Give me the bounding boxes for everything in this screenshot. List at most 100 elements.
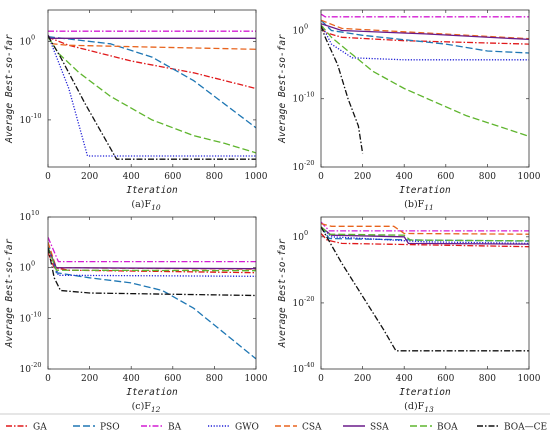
x-tick-label: 0: [45, 172, 51, 182]
y-tick-exponent: 0: [31, 33, 35, 41]
x-tick-label: 400: [123, 374, 140, 384]
series-line-pso: [321, 19, 529, 54]
y-tick-label: 10: [293, 95, 305, 105]
subplot-caption: (a)F10: [131, 199, 160, 212]
legend-label: GWO: [235, 423, 259, 433]
legend-entry: GWO: [208, 423, 259, 433]
y-tick-exponent: -40: [304, 361, 314, 369]
legend-entry: GA: [6, 423, 47, 433]
x-tick-label: 800: [206, 172, 223, 182]
x-tick-label: 1000: [518, 374, 541, 384]
legend-entry: PSO: [73, 423, 120, 433]
legend-entry: SSA: [343, 423, 389, 433]
y-tick-label: 10: [20, 116, 32, 126]
y-axis-label: Average Best-so-far: [277, 34, 288, 144]
series-line-boa: [321, 24, 529, 137]
legend-entry: BA: [141, 423, 182, 433]
plot-frame: [320, 9, 530, 168]
x-tick-label: 600: [437, 172, 454, 182]
series-line-ga: [48, 36, 256, 90]
series-line-gwo: [321, 226, 529, 245]
series-line-csa: [321, 19, 529, 40]
series-line-boa-ce: [48, 247, 256, 297]
series-line-ssa: [321, 226, 529, 245]
y-tick-exponent: -10: [31, 310, 41, 318]
series-line-ba: [321, 13, 529, 18]
series-line-boa: [321, 226, 529, 242]
series-line-gwo: [321, 23, 529, 61]
x-tick-label: 200: [81, 172, 98, 182]
x-tick-label: 0: [318, 374, 324, 384]
y-tick-label: 10: [293, 365, 305, 375]
series-line-pso: [48, 36, 256, 129]
plot-frame: [320, 216, 530, 370]
x-tick-label: 600: [164, 172, 181, 182]
legend-label: PSO: [100, 423, 120, 433]
y-axis-label: Average Best-so-far: [4, 34, 15, 144]
legend-label: SSA: [370, 423, 389, 433]
series-line-ssa: [48, 34, 256, 39]
series-line-ga: [321, 26, 529, 45]
legend-label: BOA: [437, 423, 458, 433]
y-axis-label: Average Best-so-far: [4, 238, 15, 348]
y-tick-exponent: -20: [304, 295, 314, 303]
subplot-caption: (d)F13: [404, 401, 434, 414]
y-tick-label: 10: [20, 365, 32, 375]
x-tick-label: 200: [354, 374, 371, 384]
series-line-boa-ce: [48, 35, 256, 160]
series-line-boa: [48, 36, 256, 154]
x-tick-label: 0: [318, 172, 324, 182]
series-line-csa: [48, 34, 256, 50]
series-line-boa-ce: [321, 226, 529, 352]
subplot-caption: (c)F12: [132, 401, 161, 414]
y-tick-label: 10: [293, 163, 305, 173]
x-tick-label: 800: [479, 172, 496, 182]
y-tick-label: 10: [20, 264, 32, 274]
series-line-csa: [321, 222, 529, 235]
plot-frame: [47, 9, 257, 168]
x-tick-label: 1000: [518, 172, 541, 182]
x-tick-label: 200: [354, 172, 371, 182]
series-line-ga: [321, 233, 529, 248]
x-tick-label: 0: [45, 374, 51, 384]
x-tick-label: 800: [479, 374, 496, 384]
plot-frame: [47, 216, 257, 370]
x-tick-label: 400: [396, 172, 413, 182]
y-tick-exponent: -10: [31, 112, 41, 120]
y-axis-label: Average Best-so-far: [277, 238, 288, 348]
x-tick-label: 600: [437, 374, 454, 384]
y-tick-exponent: 10: [31, 209, 39, 217]
series-line-boa: [48, 247, 256, 272]
series-line-ssa: [321, 23, 529, 41]
x-tick-label: 400: [396, 374, 413, 384]
y-tick-exponent: -10: [304, 91, 314, 99]
series-line-gwo: [48, 34, 256, 157]
y-tick-label: 10: [20, 37, 32, 47]
series-line-ssa: [48, 247, 256, 270]
x-tick-label: 800: [206, 374, 223, 384]
x-axis-label: Iteration: [126, 387, 178, 398]
series-line-ga: [48, 252, 256, 274]
y-tick-label: 10: [293, 299, 305, 309]
subplot-caption: (b)F11: [404, 199, 434, 212]
legend-label: GA: [33, 423, 47, 433]
series-line-ba: [48, 237, 256, 263]
series-line-boa-ce: [321, 25, 364, 154]
legend: GA PSO BA GWO CSA SSA BOA BOA—CE: [0, 413, 550, 433]
x-tick-label: 200: [81, 374, 98, 384]
series-line-pso: [48, 242, 256, 360]
x-axis-label: Iteration: [399, 387, 451, 398]
legend-label: BOA—CE: [504, 423, 547, 433]
x-axis-label: Iteration: [126, 185, 178, 196]
y-tick-label: 10: [293, 26, 305, 36]
legend-label: CSA: [302, 423, 322, 433]
x-tick-label: 400: [123, 172, 140, 182]
legend-entry: CSA: [275, 423, 322, 433]
x-axis-label: Iteration: [399, 185, 451, 196]
y-tick-label: 10: [293, 233, 305, 243]
